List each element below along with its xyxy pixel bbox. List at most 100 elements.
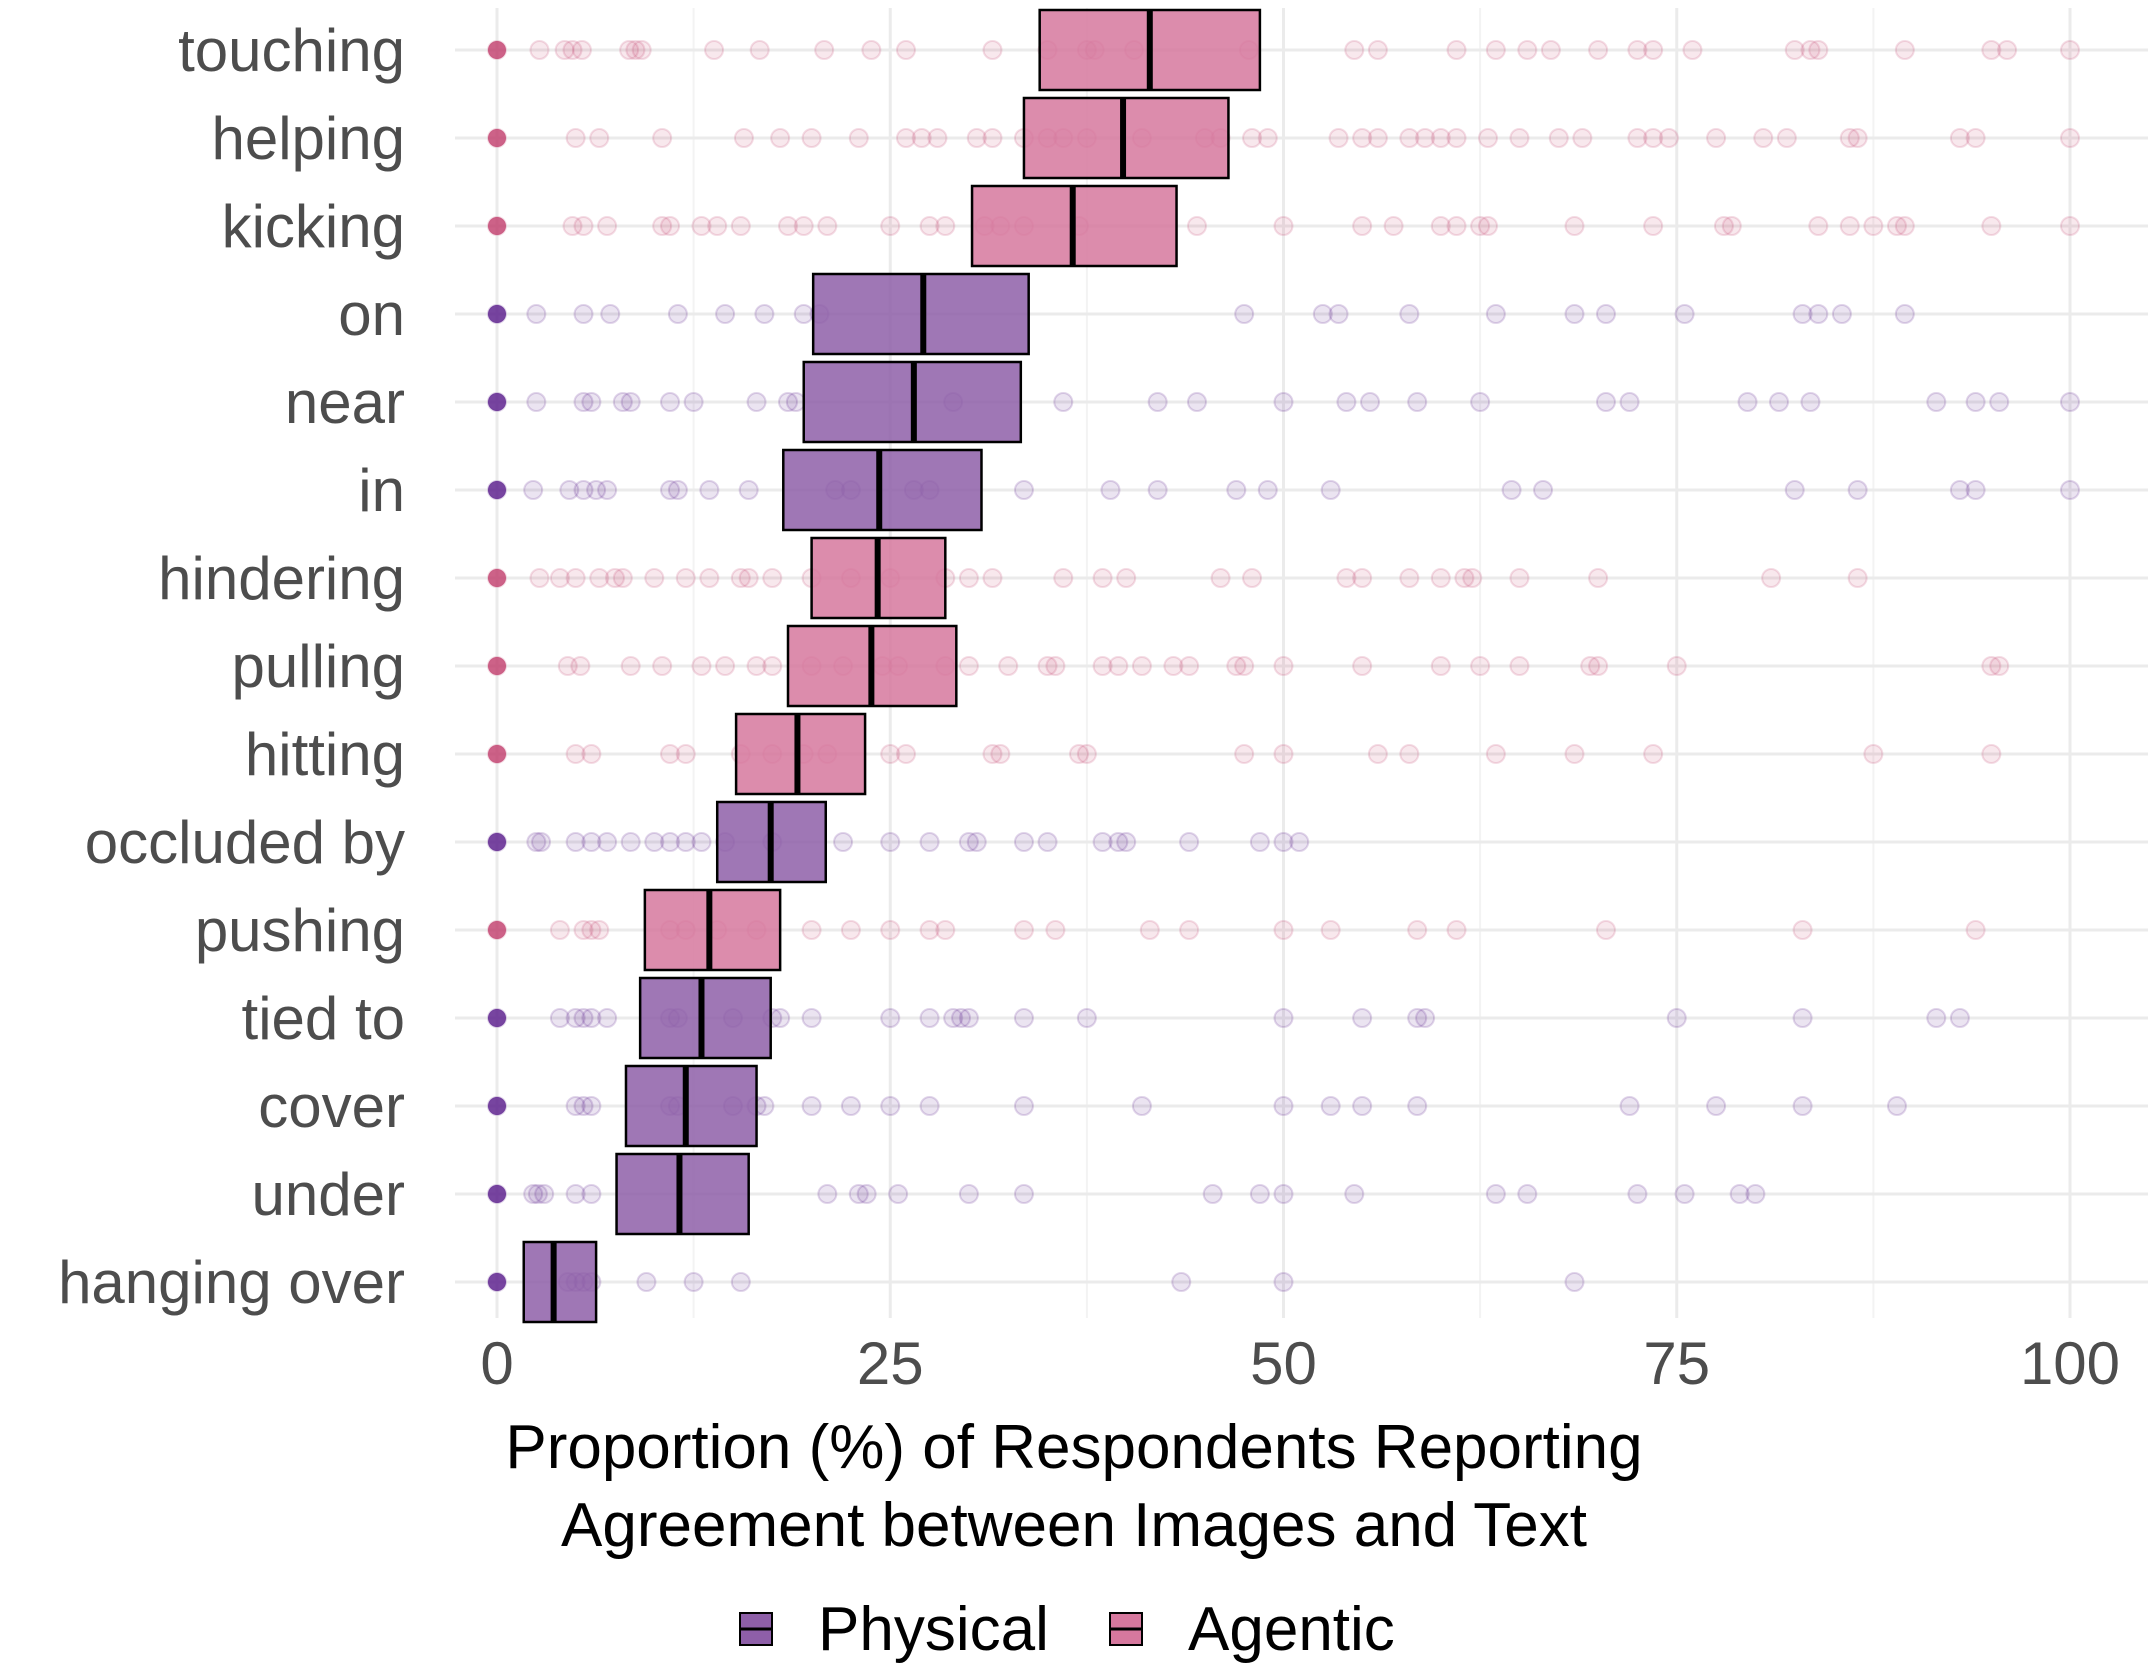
data-point — [1249, 832, 1270, 852]
x-axis-title: Proportion (%) of Respondents Reporting … — [505, 1413, 1642, 1560]
data-point — [620, 392, 641, 412]
data-point — [529, 568, 550, 588]
data-point — [1485, 1184, 1506, 1204]
data-point — [1501, 480, 1522, 500]
data-point — [1800, 40, 1821, 60]
data-point — [1013, 1184, 1034, 1204]
data-point — [597, 480, 618, 500]
data-point — [848, 1184, 869, 1204]
data-point — [1352, 1096, 1373, 1116]
data-point — [1336, 568, 1357, 588]
data-point — [754, 304, 775, 324]
legend-item-agentic: Agentic — [1109, 1595, 1395, 1664]
data-point — [1564, 1272, 1585, 1292]
legend-label-agentic: Agentic — [1188, 1595, 1395, 1664]
x-tick-label: 50 — [1250, 1330, 1317, 1397]
data-point — [733, 128, 754, 148]
y-tick-label: under — [252, 1161, 405, 1228]
data-point — [1706, 1096, 1727, 1116]
data-point — [919, 216, 940, 236]
y-tick-label: helping — [211, 105, 405, 172]
data-point — [1540, 40, 1561, 60]
data-point — [1352, 216, 1373, 236]
data-point — [559, 480, 580, 500]
data-point — [675, 832, 696, 852]
crossbar-box — [734, 712, 867, 796]
data-point — [644, 568, 665, 588]
data-point — [1981, 216, 2002, 236]
data-point — [565, 1096, 586, 1116]
data-point — [730, 568, 751, 588]
data-point — [1462, 568, 1483, 588]
data-point — [1249, 1184, 1270, 1204]
data-point — [1588, 40, 1609, 60]
data-point — [526, 304, 547, 324]
data-point — [1989, 656, 2010, 676]
data-point — [982, 568, 1003, 588]
data-point — [1179, 656, 1200, 676]
data-point — [652, 656, 673, 676]
data-point — [1517, 1184, 1538, 1204]
data-point — [707, 216, 728, 236]
data-point — [715, 656, 736, 676]
data-point — [880, 832, 901, 852]
data-point-stacked — [488, 41, 506, 59]
data-point — [814, 40, 835, 60]
data-point — [1226, 656, 1247, 676]
data-point — [1242, 568, 1263, 588]
data-point — [570, 656, 591, 676]
data-point — [667, 304, 688, 324]
data-point — [683, 1272, 704, 1292]
data-point-stacked — [488, 657, 506, 675]
data-point — [523, 480, 544, 500]
data-point — [581, 392, 602, 412]
data-point — [1808, 40, 1829, 60]
data-point — [1226, 480, 1247, 500]
y-tick-label: tied to — [242, 985, 405, 1052]
data-point — [1580, 656, 1601, 676]
data-point — [919, 1096, 940, 1116]
data-point — [1407, 1008, 1428, 1028]
data-point — [1745, 1184, 1766, 1204]
data-point — [1415, 1008, 1436, 1028]
data-point — [1509, 568, 1530, 588]
data-point — [1847, 480, 1868, 500]
y-tick-label: kicking — [222, 193, 405, 260]
data-point — [1407, 1096, 1428, 1116]
data-point — [1965, 920, 1986, 940]
data-point — [675, 744, 696, 764]
data-point — [1320, 920, 1341, 940]
data-point — [691, 832, 712, 852]
data-point — [571, 40, 592, 60]
data-point-stacked — [488, 1009, 506, 1027]
data-point — [1116, 568, 1137, 588]
data-point — [1446, 40, 1467, 60]
data-point — [1352, 656, 1373, 676]
data-point — [1572, 128, 1593, 148]
y-tick-label: near — [285, 369, 405, 436]
data-point — [660, 744, 681, 764]
data-point — [1965, 392, 1986, 412]
data-point-stacked — [488, 393, 506, 411]
data-point — [1863, 216, 1884, 236]
data-point — [1407, 392, 1428, 412]
data-point — [749, 40, 770, 60]
data-point — [1886, 216, 1907, 236]
y-tick-label: touching — [178, 17, 405, 84]
data-point-stacked — [488, 921, 506, 939]
data-point — [880, 1096, 901, 1116]
data-point — [1477, 216, 1498, 236]
data-point — [1792, 1008, 1813, 1028]
y-tick-label: hanging over — [58, 1249, 405, 1316]
data-point — [1053, 568, 1074, 588]
data-point — [549, 568, 570, 588]
data-point — [1013, 1096, 1034, 1116]
data-point — [1776, 128, 1797, 148]
data-point — [730, 1272, 751, 1292]
data-point — [1595, 304, 1616, 324]
y-tick-label: in — [358, 457, 405, 524]
data-point — [1792, 304, 1813, 324]
x-axis-title-line-1: Proportion (%) of Respondents Reporting — [505, 1413, 1642, 1482]
data-point — [704, 40, 725, 60]
data-point — [1981, 40, 2002, 60]
